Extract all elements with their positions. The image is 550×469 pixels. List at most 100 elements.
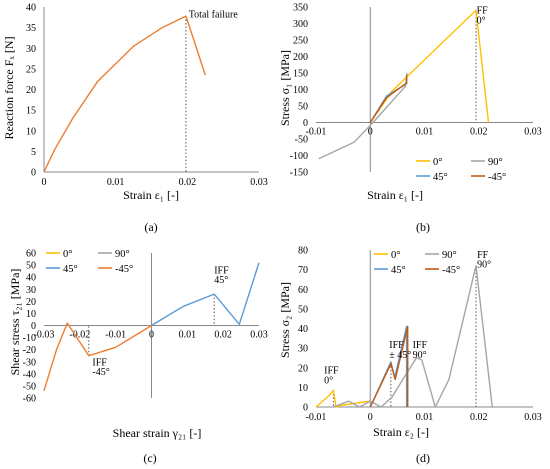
x-tick-label: 0 bbox=[368, 127, 373, 138]
series-line-45 bbox=[369, 74, 408, 123]
panel-label: (a) bbox=[144, 220, 157, 234]
y-axis-title: Stress σ₁ [MPa] bbox=[278, 50, 292, 126]
x-tick-label: 0.03 bbox=[250, 330, 268, 341]
legend-label: 0° bbox=[63, 249, 72, 260]
annotation-label: Total failure bbox=[189, 10, 239, 21]
series-line-main bbox=[43, 15, 206, 173]
series-line-45 bbox=[43, 322, 152, 392]
annotation-label: IFF bbox=[324, 366, 339, 377]
annotation-label: FF bbox=[477, 250, 489, 261]
x-tick-label: 0.01 bbox=[179, 330, 197, 341]
x-tick-label: 0 bbox=[149, 330, 154, 341]
x-tick-label: 0 bbox=[42, 177, 47, 188]
legend-label: -45° bbox=[115, 264, 133, 275]
y-tick-label: 250 bbox=[293, 36, 308, 47]
annotation-label: IFF bbox=[92, 357, 107, 368]
x-tick-label: 0.02 bbox=[179, 177, 197, 188]
y-tick-label: 30 bbox=[298, 344, 308, 355]
y-tick-label: -30 bbox=[23, 357, 36, 368]
x-tick-label: -0.01 bbox=[306, 127, 327, 138]
y-tick-label: 60 bbox=[298, 285, 308, 296]
legend-label: 0° bbox=[391, 250, 400, 261]
x-tick-label: 0.03 bbox=[250, 177, 268, 188]
y-tick-label: 5 bbox=[31, 147, 36, 158]
y-tick-label: 80 bbox=[298, 246, 308, 257]
panel-label: (b) bbox=[416, 220, 430, 234]
annotation-label: IFF bbox=[214, 266, 229, 277]
legend-label: 90° bbox=[488, 157, 503, 168]
y-tick-label: 10 bbox=[26, 126, 36, 137]
legend-label: 90° bbox=[115, 249, 130, 260]
x-tick-label: -0.01 bbox=[105, 330, 126, 341]
legend-label: -45° bbox=[442, 265, 460, 276]
y-axis-title: Shear stress τ₂₁ [MPa] bbox=[8, 269, 22, 376]
y-tick-label: -20 bbox=[23, 345, 36, 356]
y-tick-label: -10 bbox=[23, 333, 36, 344]
annotation-label: IFF bbox=[413, 340, 428, 351]
annotation-label: -45° bbox=[92, 367, 109, 378]
y-tick-label: -100 bbox=[290, 151, 308, 162]
x-tick-label: 0 bbox=[368, 412, 373, 423]
x-tick-label: -0.01 bbox=[306, 412, 327, 423]
y-tick-label: 0 bbox=[303, 403, 308, 414]
series-line-45 bbox=[369, 325, 409, 408]
series-line-0 bbox=[315, 389, 371, 408]
x-axis-title: Strain ε₁ [-] bbox=[123, 188, 179, 202]
y-tick-label: 30 bbox=[26, 285, 36, 296]
y-tick-label: 0 bbox=[31, 321, 36, 332]
annotation-label: ± 45° bbox=[389, 350, 411, 361]
legend-label: 45° bbox=[63, 264, 78, 275]
y-tick-label: 60 bbox=[26, 249, 36, 260]
panel-a-chart: 0 5 10 15 20 25 30 35 40 0 0.01 0.02 0.03 Strain ε₁ [… bbox=[2, 3, 268, 235]
x-tick-label: 0.01 bbox=[416, 127, 434, 138]
y-tick-label: -50 bbox=[23, 381, 36, 392]
y-tick-label: 10 bbox=[26, 309, 36, 320]
y-tick-label: 350 bbox=[293, 3, 308, 14]
series-line-45 bbox=[151, 262, 260, 327]
x-tick-label: 0.03 bbox=[524, 412, 542, 423]
x-axis-title: Strain ε₁ [-] bbox=[367, 188, 423, 202]
x-tick-label: 0.02 bbox=[470, 127, 488, 138]
y-tick-label: 40 bbox=[26, 273, 36, 284]
y-tick-label: -50 bbox=[295, 135, 308, 146]
annotation-label: FF bbox=[477, 6, 489, 17]
legend-label: 90° bbox=[442, 250, 457, 261]
y-tick-label: 30 bbox=[26, 44, 36, 55]
y-tick-label: 50 bbox=[298, 102, 308, 113]
y-tick-label: 15 bbox=[26, 106, 36, 117]
x-tick-label: 0.03 bbox=[524, 127, 542, 138]
y-tick-label: 20 bbox=[298, 363, 308, 374]
y-tick-label: 40 bbox=[26, 3, 36, 14]
x-tick-label: -0.03 bbox=[34, 330, 55, 341]
annotation-label: 90° bbox=[413, 350, 427, 361]
x-axis-title: Strain ε₂ [-] bbox=[373, 425, 429, 439]
y-tick-label: 150 bbox=[293, 69, 308, 80]
x-tick-label: 0.01 bbox=[107, 177, 125, 188]
x-tick-label: 0.02 bbox=[214, 330, 232, 341]
y-tick-label: 0 bbox=[303, 118, 308, 129]
y-tick-label: 0 bbox=[31, 168, 36, 179]
x-tick-label: 0.02 bbox=[470, 412, 488, 423]
x-tick-label: 0.01 bbox=[416, 412, 434, 423]
legend-label: -45° bbox=[488, 172, 506, 183]
panel-label: (d) bbox=[416, 451, 430, 465]
y-tick-label: 200 bbox=[293, 52, 308, 63]
y-tick-label: 25 bbox=[26, 64, 36, 75]
y-tick-label: -60 bbox=[23, 394, 36, 405]
annotation-label: 90° bbox=[477, 260, 491, 271]
annotation-label: IFF bbox=[389, 340, 404, 351]
annotation-label: 0° bbox=[477, 16, 486, 27]
y-tick-label: 10 bbox=[298, 383, 308, 394]
annotation-label: 45° bbox=[214, 275, 228, 286]
y-tick-label: 40 bbox=[298, 324, 308, 335]
series-line-90 bbox=[333, 265, 493, 408]
y-tick-label: 20 bbox=[26, 297, 36, 308]
y-tick-label: 50 bbox=[26, 261, 36, 272]
y-axis-title: Reaction force Fₓ [N] bbox=[2, 36, 16, 139]
x-tick-label: -0.02 bbox=[69, 330, 90, 341]
y-tick-label: -150 bbox=[290, 168, 308, 179]
